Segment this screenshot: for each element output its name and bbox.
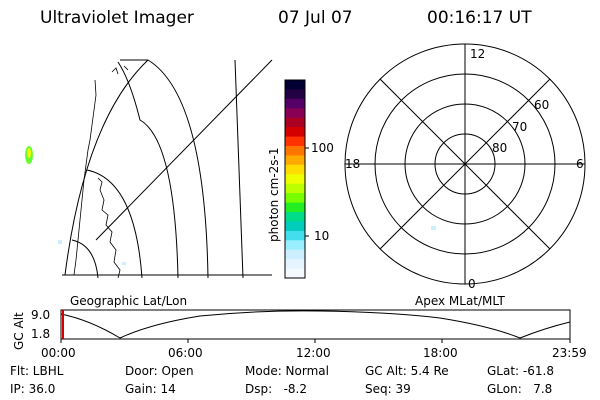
info-dsp: Dsp: -8.2 <box>245 382 307 396</box>
info-gc-alt: GC Alt: 5.4 Re <box>365 364 449 378</box>
altitude-frame <box>60 309 571 340</box>
colorbar-segment <box>285 193 305 204</box>
map-grid-line <box>120 59 209 279</box>
map-grid-line <box>234 59 244 279</box>
mlat-label-80: 80 <box>492 141 507 155</box>
altitude-xtick-label: 06:00 <box>168 346 203 360</box>
info-glon: GLon: 7.8 <box>487 382 552 396</box>
polar-plot <box>344 43 586 285</box>
mlat-label-70: 70 <box>512 120 527 134</box>
polar-diagonal <box>379 78 551 250</box>
map-speck <box>58 240 62 244</box>
altitude-xtick-label: 23:59 <box>552 346 587 360</box>
altitude-plot <box>60 309 571 343</box>
info-mode: Mode: Normal <box>245 364 329 378</box>
colorbar-segment <box>285 80 305 91</box>
coastline <box>111 67 119 75</box>
colorbar-segment <box>285 230 305 241</box>
colorbar-segment <box>285 89 305 100</box>
colorbar-segment <box>285 202 305 213</box>
colorbar-segment <box>285 108 305 119</box>
altitude-xtick-label: 18:00 <box>423 346 458 360</box>
colorbar <box>285 80 305 279</box>
colorbar-segment <box>285 268 305 279</box>
colorbar-segment <box>285 117 305 128</box>
info-filter: Flt: LBHL <box>10 364 64 378</box>
altitude-curve <box>60 310 571 339</box>
colorbar-segment <box>285 212 305 223</box>
time-label: 00:16:17 UT <box>427 8 532 28</box>
colorbar-frame <box>284 79 306 279</box>
mlat-label-60: 60 <box>534 98 549 112</box>
colorbar-segment <box>285 240 305 251</box>
mlt-label-12: 12 <box>470 47 485 61</box>
colorbar-segment <box>285 259 305 270</box>
info-glat: GLat: -61.8 <box>487 364 554 378</box>
mlt-label-18: 18 <box>345 157 360 171</box>
mlt-label-6: 6 <box>576 157 584 171</box>
colorbar-segment <box>285 249 305 260</box>
altitude-xtick-label: 00:00 <box>41 346 76 360</box>
map-grid-line <box>95 59 273 241</box>
info-ip: IP: 36.0 <box>10 382 55 396</box>
altitude-ylabel: GC Alt <box>12 312 26 350</box>
mlt-label-0: 0 <box>468 277 476 291</box>
app-title: Ultraviolet Imager <box>40 8 194 28</box>
colorbar-segment <box>285 221 305 232</box>
colorbar-segment <box>285 155 305 166</box>
colorbar-tick-label: 100 <box>311 141 334 155</box>
altitude-xtick-label: 12:00 <box>296 346 331 360</box>
colorbar-label: photon cm-2s-1 <box>267 148 281 243</box>
altitude-ytick: 9.0 <box>31 308 50 322</box>
colorbar-segment <box>285 174 305 185</box>
map-grid-line <box>86 169 143 279</box>
date-label: 07 Jul 07 <box>278 8 353 28</box>
geo-map-caption: Geographic Lat/Lon <box>70 294 187 308</box>
map-grid-line <box>117 61 179 279</box>
colorbar-segment <box>285 164 305 175</box>
map-grid-line <box>71 239 99 279</box>
colorbar-segment <box>285 98 305 109</box>
aurora-blob <box>25 146 33 164</box>
map-grid-line <box>64 59 149 276</box>
altitude-ytick: 1.8 <box>31 327 50 341</box>
colorbar-segment <box>285 136 305 147</box>
colorbar-tick-label: 10 <box>314 229 329 243</box>
info-seq: Seq: 39 <box>365 382 411 396</box>
polar-caption: Apex MLat/MLT <box>415 294 505 308</box>
polar-speck <box>431 226 436 230</box>
coastline <box>123 65 129 71</box>
coastline <box>73 79 121 279</box>
geographic-map <box>62 59 273 279</box>
info-door: Door: Open <box>125 364 194 378</box>
map-speck <box>122 262 126 265</box>
colorbar-segment <box>285 146 305 157</box>
colorbar-segment <box>285 127 305 138</box>
info-gain: Gain: 14 <box>125 382 176 396</box>
colorbar-segment <box>285 183 305 194</box>
